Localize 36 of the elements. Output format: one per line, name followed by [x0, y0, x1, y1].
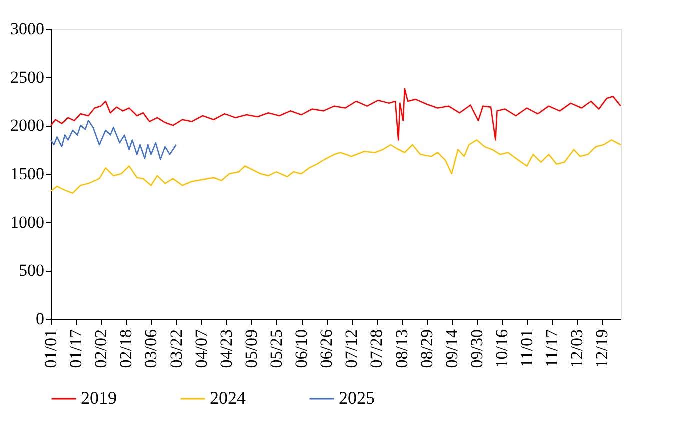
- legend-label: 2019: [81, 388, 117, 408]
- legend-label: 2024: [210, 388, 246, 408]
- x-tick-label: 06/26: [317, 330, 336, 368]
- x-tick-label: 04/23: [216, 330, 236, 368]
- y-tick-label: 1000: [10, 212, 44, 232]
- line-series: [50, 88, 622, 141]
- y-tick-label: 1500: [10, 164, 44, 184]
- x-tick-label: 09/30: [467, 330, 486, 368]
- x-tick-label: 03/22: [166, 330, 186, 368]
- y-tick-label: 0: [36, 310, 44, 328]
- x-tick-label: 01/01: [42, 330, 60, 368]
- x-tick-label: 05/09: [242, 330, 261, 368]
- y-tick-label: 500: [19, 261, 44, 280]
- x-tick-label: 12/03: [568, 330, 587, 368]
- x-tick-label: 08/13: [392, 330, 412, 368]
- x-tick-label: 01/17: [66, 329, 86, 368]
- x-tick-label: 08/29: [417, 330, 436, 368]
- y-tick-label: 2500: [10, 68, 44, 87]
- legend-label: 2025: [339, 388, 375, 408]
- x-tick-label: 03/06: [142, 330, 161, 368]
- y-tick-label: 2000: [10, 116, 44, 136]
- x-tick-label: 05/25: [266, 330, 286, 368]
- x-tick-label: 02/18: [116, 330, 136, 368]
- x-tick-label: 09/14: [442, 329, 462, 368]
- x-tick-label: 06/10: [292, 330, 312, 368]
- x-tick-label: 04/07: [192, 329, 211, 368]
- y-tick-label: 3000: [10, 20, 44, 38]
- x-tick-label: 12/19: [592, 330, 612, 368]
- x-tick-label: 07/28: [367, 330, 386, 368]
- x-tick-label: 07/12: [342, 330, 362, 368]
- x-tick-label: 11/01: [518, 330, 537, 368]
- x-tick-label: 10/16: [492, 330, 512, 368]
- x-tick-label: 02/02: [92, 330, 111, 368]
- line-series: [50, 120, 177, 160]
- x-tick-label: 11/17: [542, 329, 562, 368]
- line-series: [50, 140, 622, 194]
